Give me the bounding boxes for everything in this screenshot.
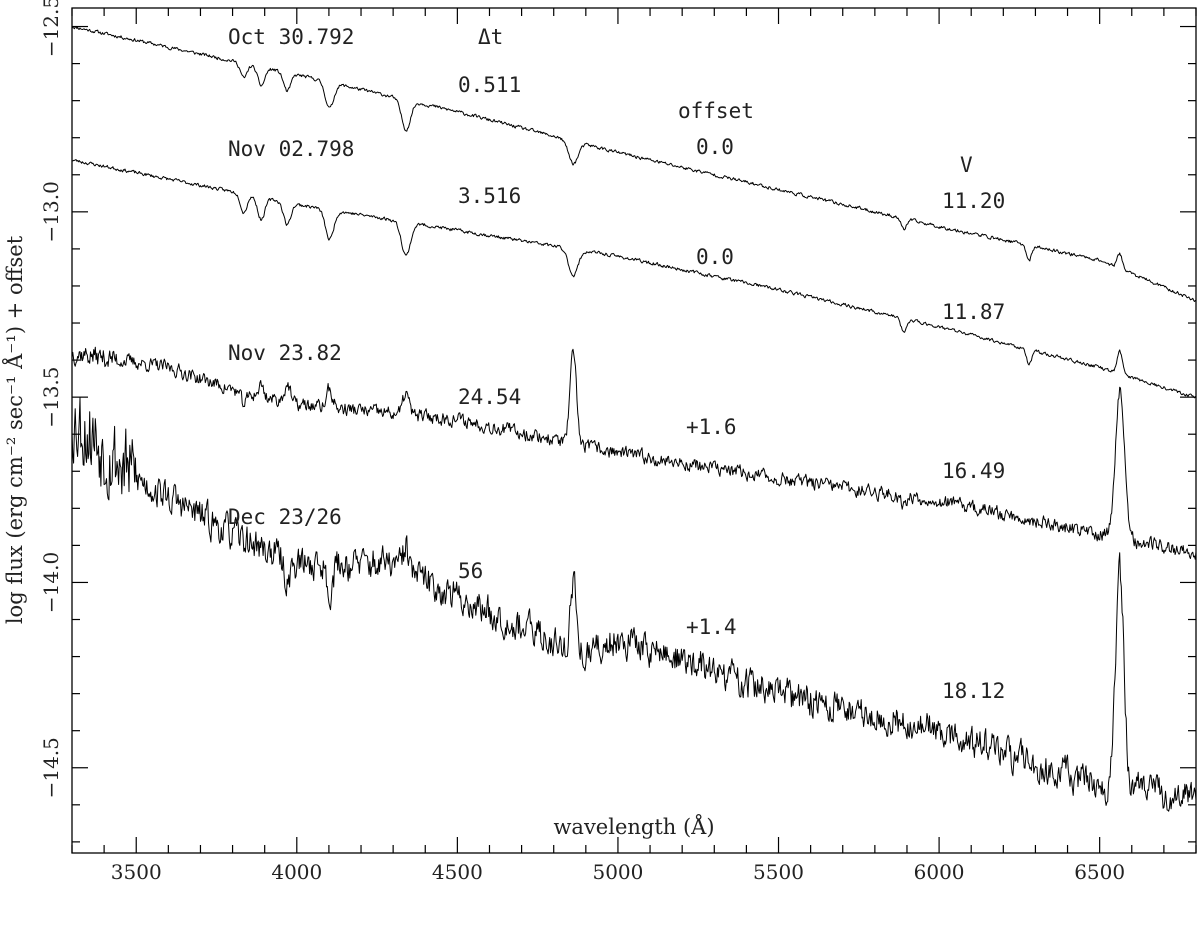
spectrum-line-3 <box>71 346 1197 560</box>
header-dt: Δt <box>478 25 503 49</box>
x-tick-label: 5000 <box>592 860 643 884</box>
x-tick-label: 5500 <box>753 860 804 884</box>
plot-frame <box>71 7 1197 854</box>
header-v: V <box>960 153 973 177</box>
y-tick-label: −13.5 <box>39 366 63 427</box>
spectrum-offset: 0.0 <box>696 245 734 269</box>
spectrum-dt: 24.54 <box>458 385 521 409</box>
spectrum-offset: 0.0 <box>696 135 734 159</box>
spectrum-vmag: 18.12 <box>942 679 1005 703</box>
spectrum-offset: +1.6 <box>686 415 737 439</box>
spectrum-date: Nov 23.82 <box>228 341 342 365</box>
spectrum-annotations: Δt offset V Oct 30.792 0.511 0.0 11.20 Nov 02.7… <box>228 25 1005 703</box>
spectrum-vmag: 11.20 <box>942 189 1005 213</box>
spectrum-vmag: 16.49 <box>942 459 1005 483</box>
spectrum-dt: 56 <box>458 559 483 583</box>
x-axis-label: wavelength (Å) <box>553 814 714 839</box>
x-tick-label: 6500 <box>1074 860 1125 884</box>
y-tick-label: −12.5 <box>39 0 63 57</box>
spectrum-date: Oct 30.792 <box>228 25 354 49</box>
spectrum-dt: 3.516 <box>458 184 521 208</box>
spectrum-dt: 0.511 <box>458 73 521 97</box>
spectrum-line-4 <box>71 397 1197 812</box>
x-tick-label: 3500 <box>111 860 162 884</box>
spectra-series <box>71 25 1197 812</box>
y-tick-label: −14.0 <box>39 552 63 613</box>
x-tick-label: 6000 <box>914 860 965 884</box>
y-tick-label: −13.0 <box>39 181 63 242</box>
spectrum-line-2 <box>71 159 1197 399</box>
x-tick-label: 4500 <box>432 860 483 884</box>
spectrum-offset: +1.4 <box>686 615 737 639</box>
y-axis-label: log flux (erg cm⁻² sec⁻¹ Å⁻¹) + offset <box>2 235 27 624</box>
x-tick-label: 4000 <box>271 860 322 884</box>
header-offset: offset <box>678 99 754 123</box>
spectrum-date: Dec 23/26 <box>228 505 342 529</box>
spectrum-date: Nov 02.798 <box>228 137 354 161</box>
spectrum-line-1 <box>71 25 1197 302</box>
axis-ticks: 3500 4000 4500 5000 5500 6000 6500 −12.5 −13.0 −1… <box>39 0 1197 884</box>
y-tick-label: −14.5 <box>39 737 63 798</box>
spectrum-vmag: 11.87 <box>942 300 1005 324</box>
